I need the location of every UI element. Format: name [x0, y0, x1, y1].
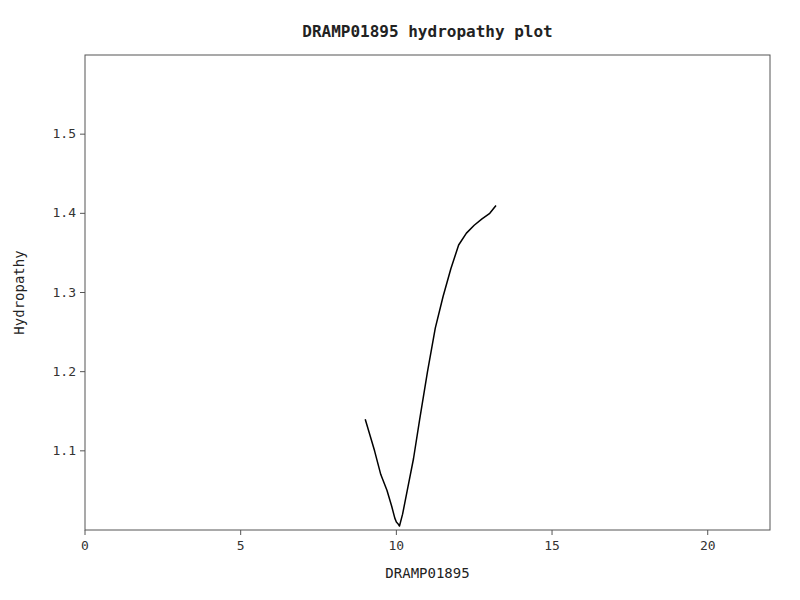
y-axis-label: Hydropathy: [11, 250, 27, 334]
y-tick-label: 1.5: [53, 126, 76, 141]
y-tick-label: 1.3: [53, 285, 76, 300]
plot-background: [85, 55, 770, 530]
x-tick-label: 10: [389, 538, 405, 553]
chart-title: DRAMP01895 hydropathy plot: [302, 22, 552, 41]
x-tick: [240, 530, 241, 535]
x-tick-label: 15: [544, 538, 560, 553]
y-tick: [80, 134, 85, 135]
chart-container: 0 5 10 15 20 1.1 1.2 1.3 1.4 1.5 DRAMP01895 hydrop…: [0, 0, 800, 600]
line-group: [365, 205, 496, 526]
ticks: 0 5 10 15 20 1.1 1.2 1.3 1.4 1.5: [53, 126, 716, 553]
plot-frame: [85, 55, 770, 530]
data-line: [365, 205, 496, 526]
x-tick: [552, 530, 553, 535]
y-tick-label: 1.4: [53, 205, 77, 220]
y-tick: [80, 292, 85, 293]
x-tick: [396, 530, 397, 535]
chart-svg: 0 5 10 15 20 1.1 1.2 1.3 1.4 1.5 DRAMP01895 hydrop…: [0, 0, 800, 600]
x-tick: [707, 530, 708, 535]
y-tick-label: 1.2: [53, 364, 76, 379]
x-tick-label: 5: [237, 538, 245, 553]
y-tick-label: 1.1: [53, 443, 76, 458]
y-tick: [80, 213, 85, 214]
x-axis-label: DRAMP01895: [385, 565, 469, 581]
x-tick: [85, 530, 86, 535]
y-tick: [80, 450, 85, 451]
x-tick-label: 20: [700, 538, 716, 553]
y-tick: [80, 371, 85, 372]
x-tick-label: 0: [81, 538, 89, 553]
